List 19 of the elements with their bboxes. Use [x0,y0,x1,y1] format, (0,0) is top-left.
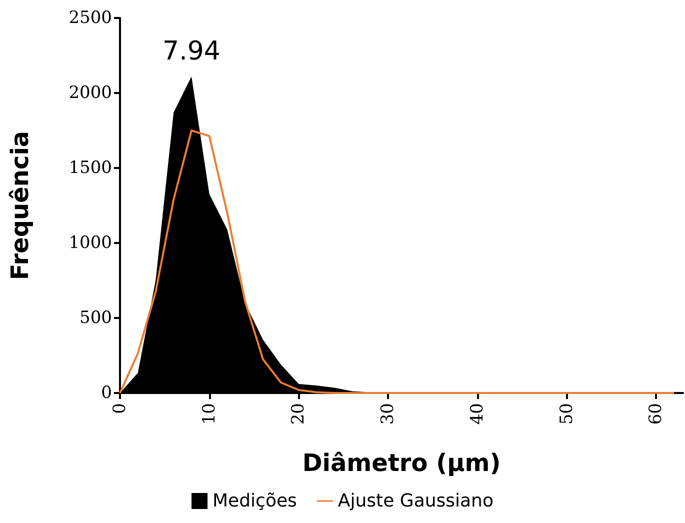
x-tick-label: 50 [556,403,577,425]
y-tick-label: 1000 [68,233,112,253]
x-tick-label: 0 [110,403,130,414]
line-series [119,130,676,394]
x-tick-label: 10 [199,403,220,425]
y-tick-label: 2000 [68,83,112,103]
x-tick-label: 40 [467,403,488,425]
x-tick-label: 20 [288,403,309,425]
x-tick-label: 30 [378,403,398,425]
y-axis-title: Frequência [6,130,34,280]
legend-label: Ajuste Gaussiano [338,490,494,512]
y-tick-label: 0 [101,383,112,403]
y-tick-label: 500 [80,308,112,328]
x-tick-label: 60 [646,403,666,425]
y-tick-label: 1500 [68,158,112,178]
x-axis-title: Diâmetro (µm) [302,449,501,477]
annotation: 7.94 [162,36,220,66]
y-tick-label: 2500 [68,8,112,28]
legend-label: Medições [212,490,297,512]
